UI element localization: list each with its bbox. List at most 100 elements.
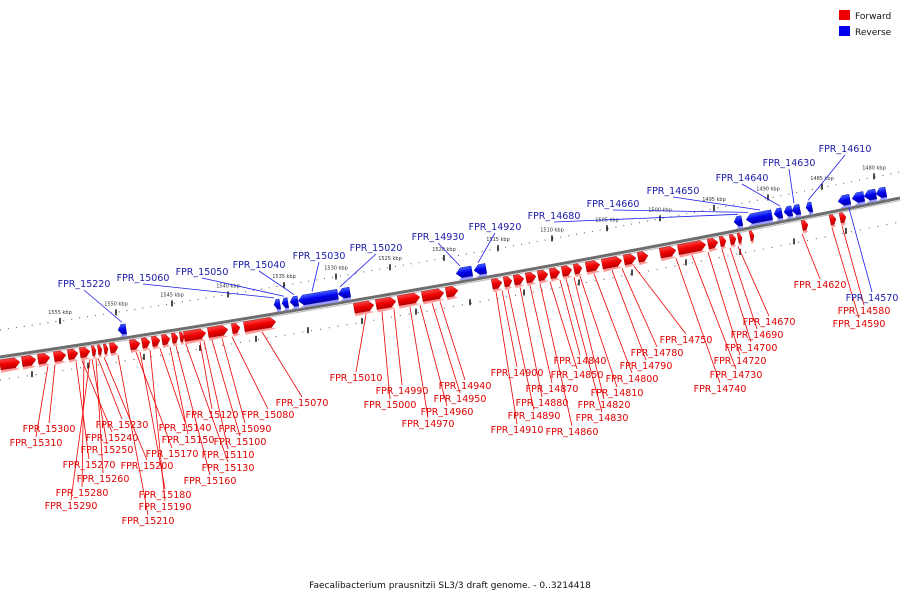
reverse-gene[interactable] [745, 209, 774, 228]
reverse-gene-label[interactable]: FPR_14650 [647, 186, 700, 197]
forward-gene-label[interactable]: FPR_15250 [81, 445, 134, 456]
forward-gene[interactable] [97, 344, 103, 359]
forward-gene[interactable] [512, 274, 525, 289]
reverse-gene[interactable] [337, 286, 352, 302]
reverse-gene-label[interactable]: FPR_15050 [176, 267, 229, 278]
reverse-gene-label[interactable]: FPR_14640 [716, 173, 769, 184]
forward-gene-label[interactable]: FPR_15290 [45, 501, 98, 512]
forward-gene-label[interactable]: FPR_14890 [508, 411, 561, 422]
forward-gene[interactable] [161, 334, 171, 348]
forward-gene-label[interactable]: FPR_15210 [122, 516, 175, 527]
reverse-gene-label[interactable]: FPR_14660 [587, 199, 640, 210]
reverse-gene[interactable] [289, 295, 300, 310]
forward-gene-label[interactable]: FPR_15230 [96, 420, 149, 431]
forward-gene[interactable] [838, 212, 847, 226]
forward-gene[interactable] [0, 357, 21, 373]
reverse-gene-label[interactable]: FPR_14630 [763, 158, 816, 169]
forward-gene-label[interactable]: FPR_15280 [56, 488, 109, 499]
reverse-gene-label[interactable]: FPR_14930 [412, 232, 465, 243]
forward-gene[interactable] [21, 355, 37, 370]
reverse-gene-label[interactable]: FPR_14920 [469, 222, 522, 233]
forward-gene-label[interactable]: FPR_14880 [516, 398, 569, 409]
forward-gene-label[interactable]: FPR_15120 [186, 410, 239, 421]
forward-gene-label[interactable]: FPR_14860 [546, 427, 599, 438]
forward-gene[interactable] [490, 278, 503, 293]
reverse-gene[interactable] [773, 207, 784, 222]
forward-gene-label[interactable]: FPR_15190 [139, 502, 192, 513]
reverse-gene[interactable] [875, 186, 888, 202]
forward-gene-label[interactable]: FPR_15090 [219, 424, 272, 435]
reverse-gene[interactable] [117, 323, 128, 338]
forward-gene-label[interactable]: FPR_15240 [86, 433, 139, 444]
forward-gene[interactable] [444, 285, 459, 301]
reverse-gene-label[interactable]: FPR_15040 [233, 260, 286, 271]
forward-gene-label[interactable]: FPR_14870 [526, 384, 579, 395]
forward-gene[interactable] [706, 237, 719, 252]
reverse-gene[interactable] [791, 204, 802, 218]
forward-gene-label[interactable]: FPR_14740 [694, 384, 747, 395]
forward-gene[interactable] [728, 234, 737, 248]
forward-gene-label[interactable]: FPR_14830 [576, 413, 629, 424]
forward-gene[interactable] [548, 267, 561, 282]
forward-gene-label[interactable]: FPR_14750 [660, 335, 713, 346]
forward-gene[interactable] [658, 245, 677, 262]
forward-gene[interactable] [622, 253, 637, 268]
forward-gene-label[interactable]: FPR_15130 [202, 463, 255, 474]
forward-gene-label[interactable]: FPR_15110 [202, 450, 255, 461]
forward-gene[interactable] [243, 317, 277, 335]
forward-gene-label[interactable]: FPR_14620 [794, 280, 847, 291]
reverse-gene[interactable] [783, 205, 794, 220]
forward-gene[interactable] [636, 251, 649, 266]
forward-gene-label[interactable]: FPR_14670 [743, 317, 796, 328]
forward-gene-label[interactable]: FPR_15170 [146, 449, 199, 460]
forward-gene-label[interactable]: FPR_15070 [276, 398, 329, 409]
forward-gene[interactable] [103, 343, 109, 358]
forward-gene-label[interactable]: FPR_14910 [491, 425, 544, 436]
forward-gene-label[interactable]: FPR_15010 [330, 373, 383, 384]
forward-gene[interactable] [736, 232, 743, 247]
forward-gene[interactable] [601, 256, 623, 273]
forward-gene[interactable] [748, 230, 755, 244]
forward-gene[interactable] [584, 260, 601, 275]
forward-gene[interactable] [536, 269, 549, 284]
forward-gene[interactable] [91, 345, 97, 359]
forward-gene[interactable] [37, 353, 51, 368]
forward-gene-label[interactable]: FPR_15000 [364, 400, 417, 411]
forward-gene[interactable] [231, 322, 241, 337]
forward-gene-label[interactable]: FPR_14900 [491, 368, 544, 379]
forward-gene[interactable] [353, 300, 375, 317]
forward-gene-label[interactable]: FPR_14790 [620, 361, 673, 372]
forward-gene-label[interactable]: FPR_14820 [578, 400, 631, 411]
forward-gene[interactable] [129, 339, 141, 354]
forward-gene-label[interactable]: FPR_14810 [591, 388, 644, 399]
forward-gene[interactable] [141, 337, 151, 352]
forward-gene[interactable] [524, 271, 537, 287]
reverse-gene[interactable] [297, 289, 340, 308]
forward-gene[interactable] [677, 240, 707, 258]
forward-gene-label[interactable]: FPR_15260 [77, 474, 130, 485]
forward-gene[interactable] [179, 331, 185, 346]
reverse-gene[interactable] [805, 201, 814, 216]
reverse-gene[interactable] [273, 298, 282, 313]
forward-gene-label[interactable]: FPR_14960 [421, 407, 474, 418]
reverse-gene-label[interactable]: FPR_15220 [58, 279, 111, 290]
forward-gene-label[interactable]: FPR_14840 [554, 356, 607, 367]
forward-gene-label[interactable]: FPR_14700 [725, 343, 778, 354]
forward-gene[interactable] [502, 276, 513, 290]
reverse-gene[interactable] [837, 194, 852, 209]
forward-gene-label[interactable]: FPR_14800 [606, 374, 659, 385]
forward-gene[interactable] [375, 296, 397, 313]
forward-gene-label[interactable]: FPR_14720 [714, 356, 767, 367]
forward-gene-label[interactable]: FPR_15180 [139, 490, 192, 501]
forward-gene[interactable] [67, 348, 79, 363]
reverse-gene-label[interactable]: FPR_15030 [293, 251, 346, 262]
forward-gene-label[interactable]: FPR_15300 [23, 424, 76, 435]
forward-gene-label[interactable]: FPR_14940 [439, 381, 492, 392]
forward-gene-label[interactable]: FPR_15080 [242, 410, 295, 421]
forward-gene-label[interactable]: FPR_14850 [551, 370, 604, 381]
reverse-gene[interactable] [863, 188, 878, 204]
forward-gene[interactable] [79, 346, 91, 361]
reverse-gene-label[interactable]: FPR_14570 [846, 293, 899, 304]
reverse-gene-label[interactable]: FPR_15060 [117, 273, 170, 284]
forward-gene-label[interactable]: FPR_14690 [731, 330, 784, 341]
